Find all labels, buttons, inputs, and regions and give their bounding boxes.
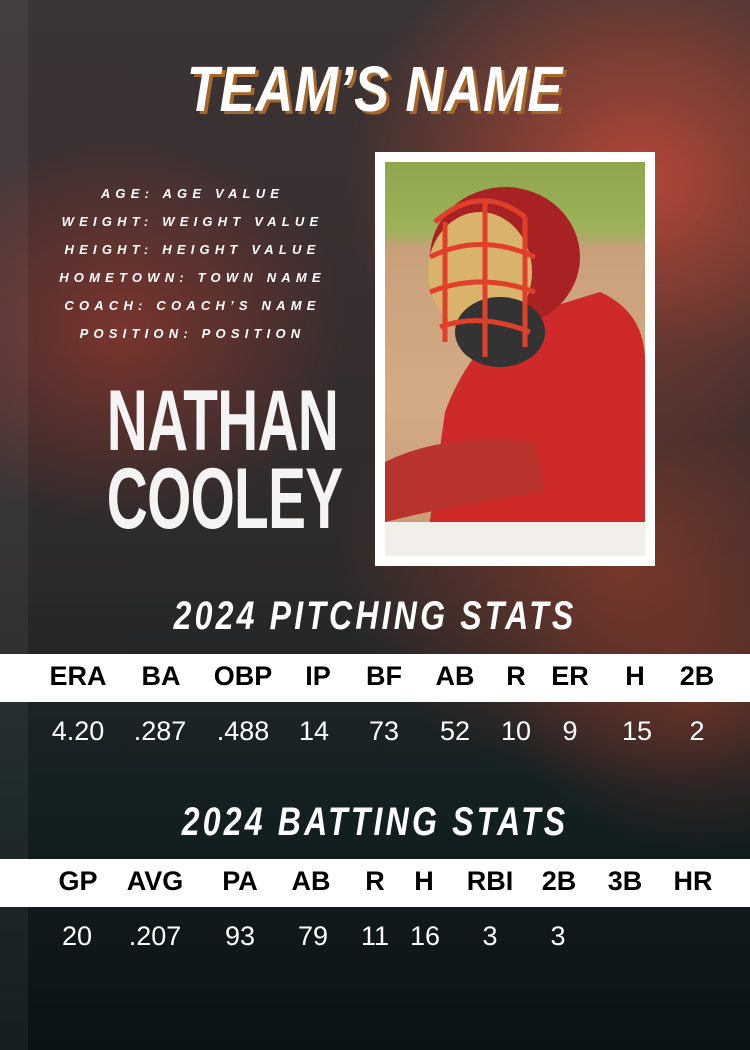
pitching-header: BF bbox=[366, 661, 402, 691]
batting-header-row: GP AVG PA AB R H RBI 2B 3B HR bbox=[0, 859, 750, 907]
batting-header: R bbox=[365, 866, 385, 896]
info-hometown: HOMETOWN: TOWN NAME bbox=[59, 270, 326, 285]
info-age: AGE: AGE VALUE bbox=[100, 186, 285, 201]
batting-header: GP bbox=[58, 866, 98, 896]
team-name: TEAM’S NAME bbox=[186, 53, 564, 125]
pitching-value: 15 bbox=[621, 716, 653, 746]
batting-header: AVG bbox=[126, 866, 184, 896]
pitching-value: 14 bbox=[298, 716, 330, 746]
pitching-value: .287 bbox=[133, 716, 187, 746]
pitching-value: 52 bbox=[439, 716, 471, 746]
player-name: NATHAN COOLEY bbox=[106, 373, 343, 547]
info-position: POSITION: POSITION bbox=[79, 326, 306, 341]
batting-value: 3 bbox=[482, 921, 498, 951]
batting-header: HR bbox=[673, 866, 713, 896]
batting-value: 93 bbox=[224, 921, 256, 951]
pitching-value: 73 bbox=[368, 716, 400, 746]
pitching-header: ERA bbox=[49, 661, 107, 691]
batting-value: 79 bbox=[297, 921, 329, 951]
pitching-header: AB bbox=[435, 661, 475, 691]
pitching-value: 2 bbox=[689, 716, 705, 746]
pitching-header: R bbox=[506, 661, 526, 691]
player-first-name: NATHAN bbox=[106, 373, 339, 469]
info-height: HEIGHT: HEIGHT VALUE bbox=[64, 242, 321, 257]
batting-header: 2B bbox=[541, 866, 577, 896]
batting-stats-title: 2024 BATTING STATS bbox=[181, 800, 569, 844]
pitching-header: BA bbox=[141, 661, 181, 691]
pitching-header: H bbox=[625, 661, 645, 691]
batting-values-row: 20 .207 93 79 11 16 3 3 bbox=[0, 921, 750, 961]
batting-header: RBI bbox=[466, 866, 514, 896]
batting-value: 16 bbox=[409, 921, 441, 951]
batting-header: 3B bbox=[607, 866, 643, 896]
player-photo bbox=[385, 162, 645, 556]
pitching-value: 10 bbox=[500, 716, 532, 746]
pitching-header: OBP bbox=[213, 661, 273, 691]
info-coach: COACH: COACH’S NAME bbox=[64, 298, 321, 313]
pitching-stats-title: 2024 PITCHING STATS bbox=[173, 594, 577, 638]
batting-header: H bbox=[414, 866, 434, 896]
player-last-name: COOLEY bbox=[106, 451, 343, 547]
pitching-header: 2B bbox=[679, 661, 715, 691]
pitching-header: IP bbox=[305, 661, 331, 691]
pitching-value: 4.20 bbox=[51, 716, 105, 746]
batting-value: 20 bbox=[61, 921, 93, 951]
pitching-value: .488 bbox=[216, 716, 270, 746]
batting-header: AB bbox=[291, 866, 331, 896]
batting-header: PA bbox=[222, 866, 258, 896]
pitching-header-row: ERA BA OBP IP BF AB R ER H 2B bbox=[0, 654, 750, 702]
batting-value: 3 bbox=[550, 921, 566, 951]
player-photo-frame bbox=[375, 152, 655, 566]
pitching-value: 9 bbox=[562, 716, 578, 746]
batting-value: .207 bbox=[128, 921, 182, 951]
batting-value: 11 bbox=[360, 921, 390, 951]
info-weight: WEIGHT: WEIGHT VALUE bbox=[61, 214, 324, 229]
pitching-values-row: 4.20 .287 .488 14 73 52 10 9 15 2 bbox=[0, 716, 750, 756]
player-info: AGE: AGE VALUE WEIGHT: WEIGHT VALUE HEIG… bbox=[30, 184, 355, 352]
pitching-header: ER bbox=[551, 661, 589, 691]
